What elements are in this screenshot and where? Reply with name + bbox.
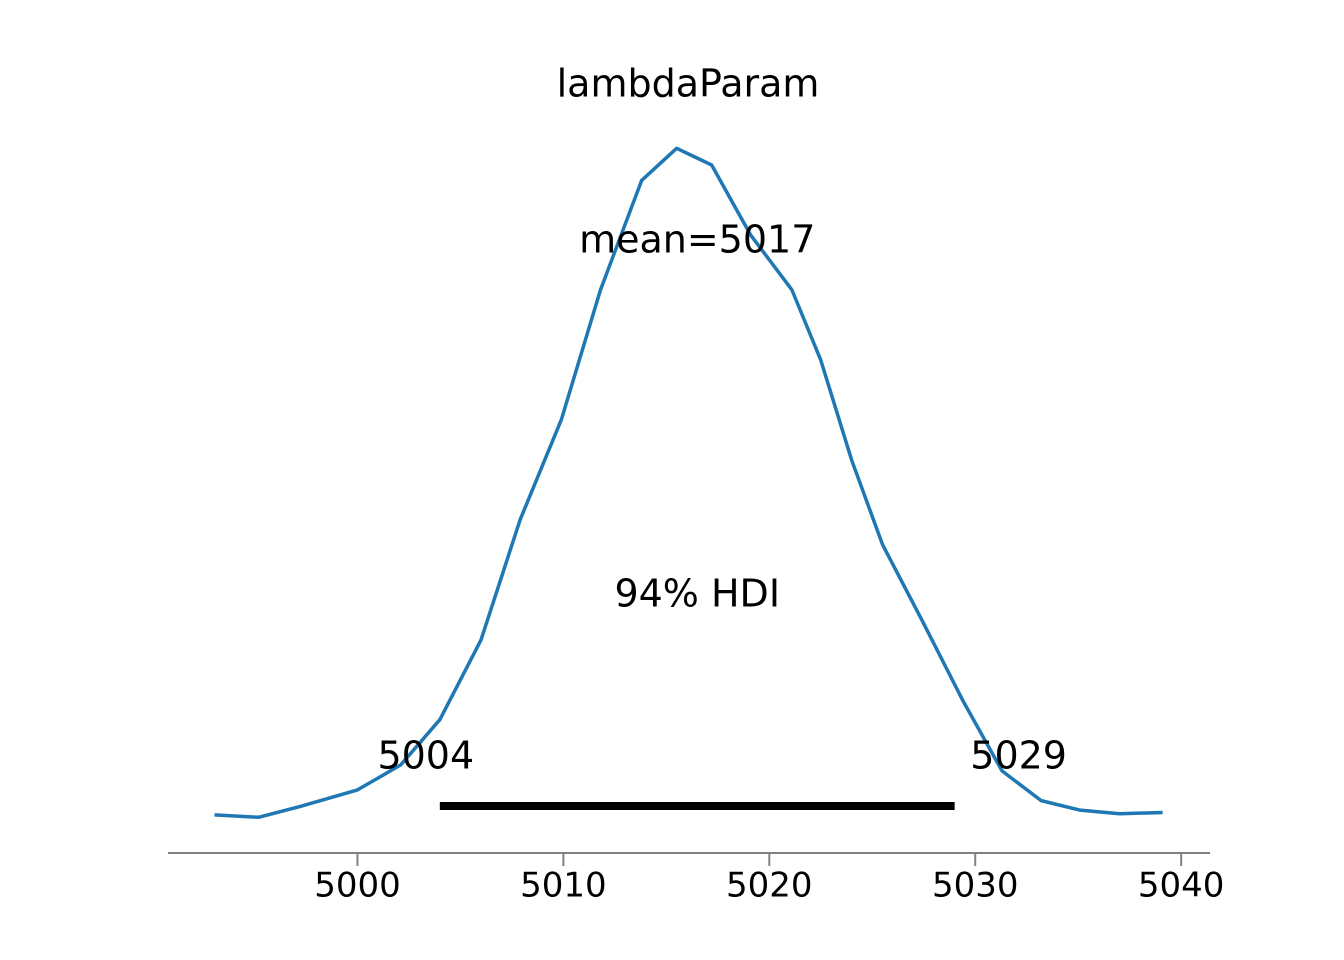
hdi-high-label: 5029: [970, 734, 1067, 778]
density-line: [214, 146, 1163, 820]
hdi-label: 94% HDI: [614, 572, 780, 616]
x-tick-label: 5000: [314, 866, 401, 906]
x-tick-label: 5010: [520, 866, 607, 906]
hdi-low-label: 5004: [377, 734, 474, 778]
x-tick-label: 5040: [1138, 866, 1225, 906]
x-tick-label: 5020: [726, 866, 813, 906]
x-tick-label: 5030: [932, 866, 1019, 906]
chart-title: lambdaParam: [557, 62, 820, 106]
mean-label: mean=5017: [579, 218, 815, 262]
